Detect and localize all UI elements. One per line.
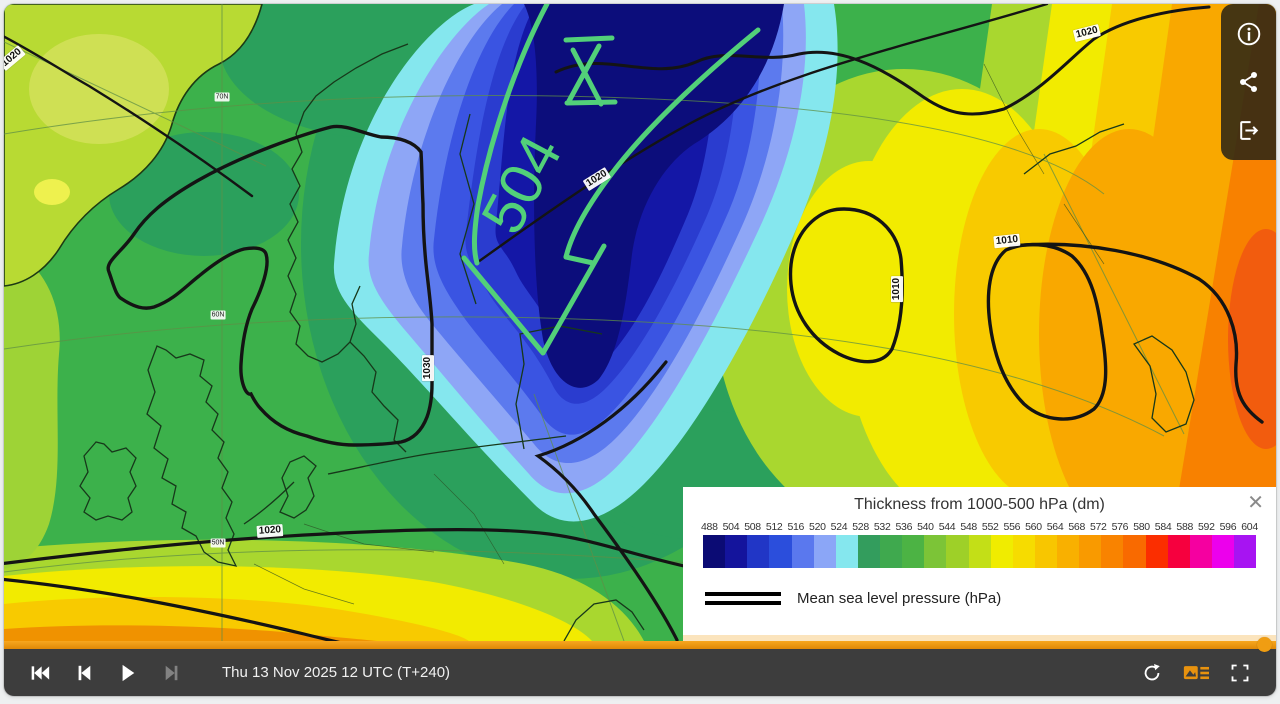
legend-tick: 584 bbox=[1154, 521, 1172, 533]
skip-to-start-button[interactable] bbox=[25, 658, 55, 688]
refresh-button[interactable] bbox=[1137, 658, 1167, 688]
legend-color-segment bbox=[880, 535, 903, 568]
legend-tick: 488 bbox=[701, 521, 718, 533]
fullscreen-icon bbox=[1231, 664, 1249, 681]
legend-tick: 508 bbox=[744, 521, 761, 533]
legend-color-segment bbox=[791, 535, 814, 568]
share-icon bbox=[1239, 72, 1257, 92]
step-back-icon bbox=[78, 665, 91, 680]
step-forward-icon bbox=[165, 665, 178, 680]
legend-color-segment bbox=[1189, 535, 1212, 568]
legend-panel: ✕ Thickness from 1000-500 hPa (dm) 488 50… bbox=[683, 487, 1276, 641]
exit-button[interactable] bbox=[1232, 113, 1266, 147]
legend-tick: 536 bbox=[895, 521, 913, 533]
skip-to-start-icon bbox=[31, 665, 50, 680]
legend-color-segment bbox=[946, 535, 969, 568]
legend-tick: 524 bbox=[830, 521, 848, 533]
legend-tick: 564 bbox=[1046, 521, 1064, 533]
legend-tick: 504 bbox=[722, 521, 740, 533]
yellow-bulge bbox=[787, 161, 951, 417]
legend-color-segment bbox=[1057, 535, 1080, 568]
legend-mslp-row: Mean sea level pressure (hPa) bbox=[705, 590, 1256, 607]
legend-toggle-button[interactable] bbox=[1181, 658, 1211, 688]
legend-tick: 532 bbox=[873, 521, 891, 533]
frame-datetime: Thu 13 Nov 2025 12 UTC (T+240) bbox=[222, 664, 451, 681]
legend-color-segment bbox=[1211, 535, 1234, 568]
legend-color-segment bbox=[725, 535, 748, 568]
legend-colorbar bbox=[703, 535, 1257, 568]
south-warm-bands bbox=[4, 539, 644, 641]
west-band bbox=[4, 244, 60, 569]
legend-color-segment bbox=[1101, 535, 1124, 568]
legend-tick: 592 bbox=[1198, 521, 1215, 533]
legend-color-segment bbox=[968, 535, 991, 568]
annotation-arrow-head bbox=[461, 243, 607, 356]
mslp-contours bbox=[4, 4, 1264, 641]
legend-color-segment bbox=[902, 535, 925, 568]
annotation-x-mark bbox=[563, 35, 618, 107]
legend-tick: 588 bbox=[1176, 521, 1194, 533]
legend-tick: 528 bbox=[852, 521, 869, 533]
legend-title: Thickness from 1000-500 hPa (dm) bbox=[854, 496, 1105, 513]
share-button[interactable] bbox=[1232, 65, 1266, 99]
legend-tick: 576 bbox=[1111, 521, 1129, 533]
legend-color-segment bbox=[703, 535, 726, 568]
legend-tick: 512 bbox=[765, 521, 783, 533]
transport-bar: Thu 13 Nov 2025 12 UTC (T+240) bbox=[4, 649, 1276, 696]
legend-tick: 556 bbox=[1003, 521, 1021, 533]
country-borders bbox=[253, 63, 1105, 605]
mslp-label: Mean sea level pressure (hPa) bbox=[797, 590, 1002, 607]
legend-tick: 572 bbox=[1089, 521, 1107, 533]
legend-tick: 544 bbox=[938, 521, 956, 533]
legend-tick: 560 bbox=[1025, 521, 1042, 533]
legend-color-segment bbox=[1034, 535, 1057, 568]
legend-color-segment bbox=[1145, 535, 1168, 568]
legend-color-segment bbox=[1123, 535, 1146, 568]
legend-color-segment bbox=[747, 535, 770, 568]
legend-tick: 604 bbox=[1241, 521, 1258, 533]
legend-color-segment bbox=[857, 535, 880, 568]
legend-color-segment bbox=[1167, 535, 1190, 568]
legend-tick: 552 bbox=[981, 521, 999, 533]
map-side-toolbar bbox=[1221, 4, 1276, 160]
legend-color-segment bbox=[1079, 535, 1102, 568]
thickness-map-canvas: 504 bbox=[4, 4, 1276, 641]
info-button[interactable] bbox=[1232, 17, 1266, 51]
app-window: 504 1020 1020 1030 1010 1010 1020 1020 70N 60N 50… bbox=[4, 4, 1276, 696]
close-icon[interactable]: ✕ bbox=[1247, 492, 1264, 514]
step-back-button[interactable] bbox=[69, 658, 99, 688]
annotation-arrow-left-shaft bbox=[472, 4, 550, 266]
legend-tick: 516 bbox=[787, 521, 805, 533]
legend-color-segment bbox=[1012, 535, 1035, 568]
timeline-handle[interactable] bbox=[1257, 637, 1272, 652]
fullscreen-button[interactable] bbox=[1225, 658, 1255, 688]
annotation-arrow-barb bbox=[563, 254, 596, 266]
weather-map: 504 1020 1020 1030 1010 1010 1020 1020 70N 60N 50… bbox=[4, 4, 1276, 641]
legend-tick: 520 bbox=[809, 521, 826, 533]
legend-tick: 540 bbox=[917, 521, 934, 533]
info-icon bbox=[1237, 22, 1260, 46]
exit-icon bbox=[1240, 120, 1259, 140]
legend-tick: 580 bbox=[1133, 521, 1150, 533]
legend-color-segment bbox=[924, 535, 947, 568]
step-forward-button[interactable] bbox=[157, 658, 187, 688]
legend-color-segment bbox=[1234, 535, 1257, 568]
legend-color-segment bbox=[813, 535, 836, 568]
cold-low-rings bbox=[333, 4, 838, 522]
coastlines bbox=[79, 43, 1195, 641]
legend-tick: 568 bbox=[1068, 521, 1085, 533]
legend-color-segment bbox=[990, 535, 1013, 568]
play-icon bbox=[122, 664, 135, 681]
legend-color-segment bbox=[835, 535, 858, 568]
legend-tick: 596 bbox=[1219, 521, 1237, 533]
legend-toggle-icon bbox=[1183, 665, 1209, 679]
timeline-progress-bar[interactable] bbox=[4, 637, 1276, 652]
legend-color-segment bbox=[769, 535, 792, 568]
legend-tick: 548 bbox=[960, 521, 977, 533]
play-button[interactable] bbox=[113, 658, 143, 688]
refresh-icon bbox=[1144, 663, 1160, 680]
annotation-arrow-right-shaft bbox=[563, 27, 761, 260]
legend-ticks: 488 504 508 512 516 520 524 528 532 536 540 544 548 5… bbox=[701, 521, 1258, 533]
mslp-line-symbol bbox=[705, 592, 781, 605]
